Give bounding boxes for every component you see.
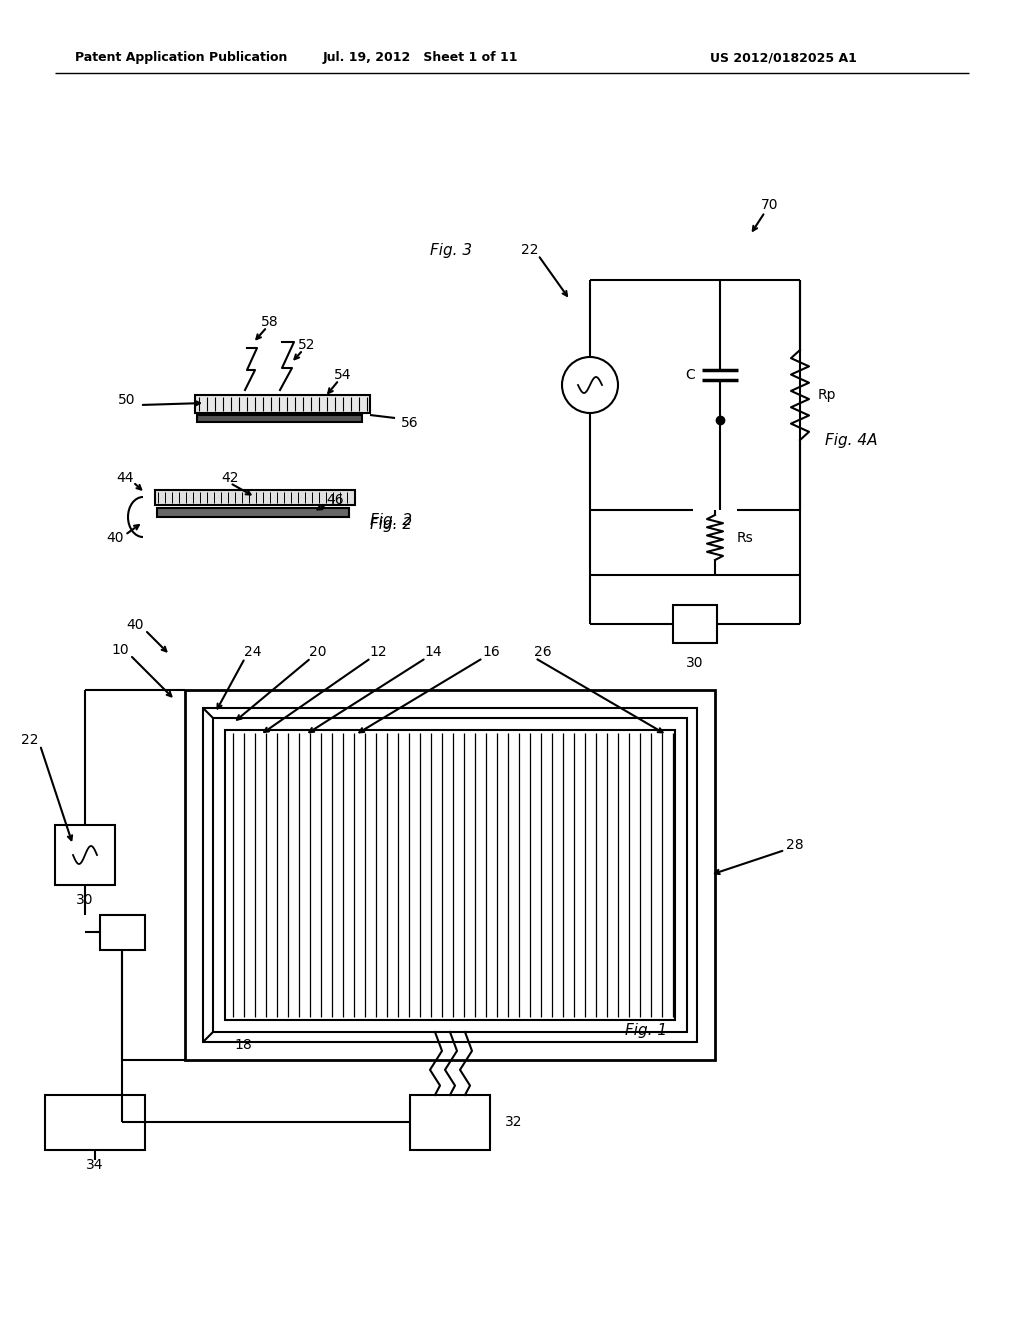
Text: 32: 32 [505, 1115, 522, 1129]
Text: 10: 10 [112, 643, 129, 657]
Text: Fig. 2: Fig. 2 [370, 512, 412, 528]
Text: Jul. 19, 2012   Sheet 1 of 11: Jul. 19, 2012 Sheet 1 of 11 [323, 51, 518, 65]
Text: Fig. 1: Fig. 1 [625, 1023, 667, 1038]
Text: 40: 40 [126, 618, 143, 632]
Text: Rs: Rs [737, 531, 754, 545]
Text: 28: 28 [786, 838, 804, 851]
Text: 54: 54 [334, 368, 352, 381]
Text: Rp: Rp [818, 388, 837, 403]
Bar [673, 605, 717, 643]
Text: Fig. 2: Fig. 2 [370, 517, 412, 532]
Text: 14: 14 [424, 645, 441, 659]
Text: 50: 50 [118, 393, 136, 407]
Bar [213, 718, 687, 1032]
Bar [100, 915, 145, 950]
Text: 22: 22 [521, 243, 539, 257]
Bar [45, 1096, 145, 1150]
Circle shape [562, 356, 618, 413]
Text: Fig. 4A: Fig. 4A [825, 433, 878, 447]
Text: 58: 58 [261, 315, 279, 329]
Text: 30: 30 [686, 656, 703, 671]
Text: Patent Application Publication: Patent Application Publication [75, 51, 288, 65]
Text: 20: 20 [309, 645, 327, 659]
Text: 30: 30 [76, 894, 94, 907]
Bar [55, 825, 115, 884]
Text: 42: 42 [221, 471, 239, 484]
Text: 44: 44 [117, 471, 134, 484]
Bar [410, 1096, 490, 1150]
Bar [155, 490, 355, 506]
Text: 12: 12 [370, 645, 387, 659]
Bar [225, 730, 675, 1020]
Text: 46: 46 [327, 492, 344, 507]
Bar [157, 508, 349, 517]
Text: 26: 26 [535, 645, 552, 659]
Bar [203, 708, 697, 1041]
Bar [195, 395, 370, 413]
Text: 70: 70 [761, 198, 778, 213]
Text: 18: 18 [234, 1038, 252, 1052]
Text: 24: 24 [245, 645, 262, 659]
Text: Fig. 3: Fig. 3 [430, 243, 472, 257]
Text: US 2012/0182025 A1: US 2012/0182025 A1 [710, 51, 857, 65]
Text: 40: 40 [106, 531, 124, 545]
Text: 22: 22 [22, 733, 39, 747]
Text: 16: 16 [482, 645, 500, 659]
Text: 34: 34 [86, 1158, 103, 1172]
Bar [197, 414, 362, 422]
Text: 52: 52 [298, 338, 315, 352]
Text: C: C [685, 368, 695, 381]
Bar [185, 690, 715, 1060]
Text: 56: 56 [401, 416, 419, 430]
